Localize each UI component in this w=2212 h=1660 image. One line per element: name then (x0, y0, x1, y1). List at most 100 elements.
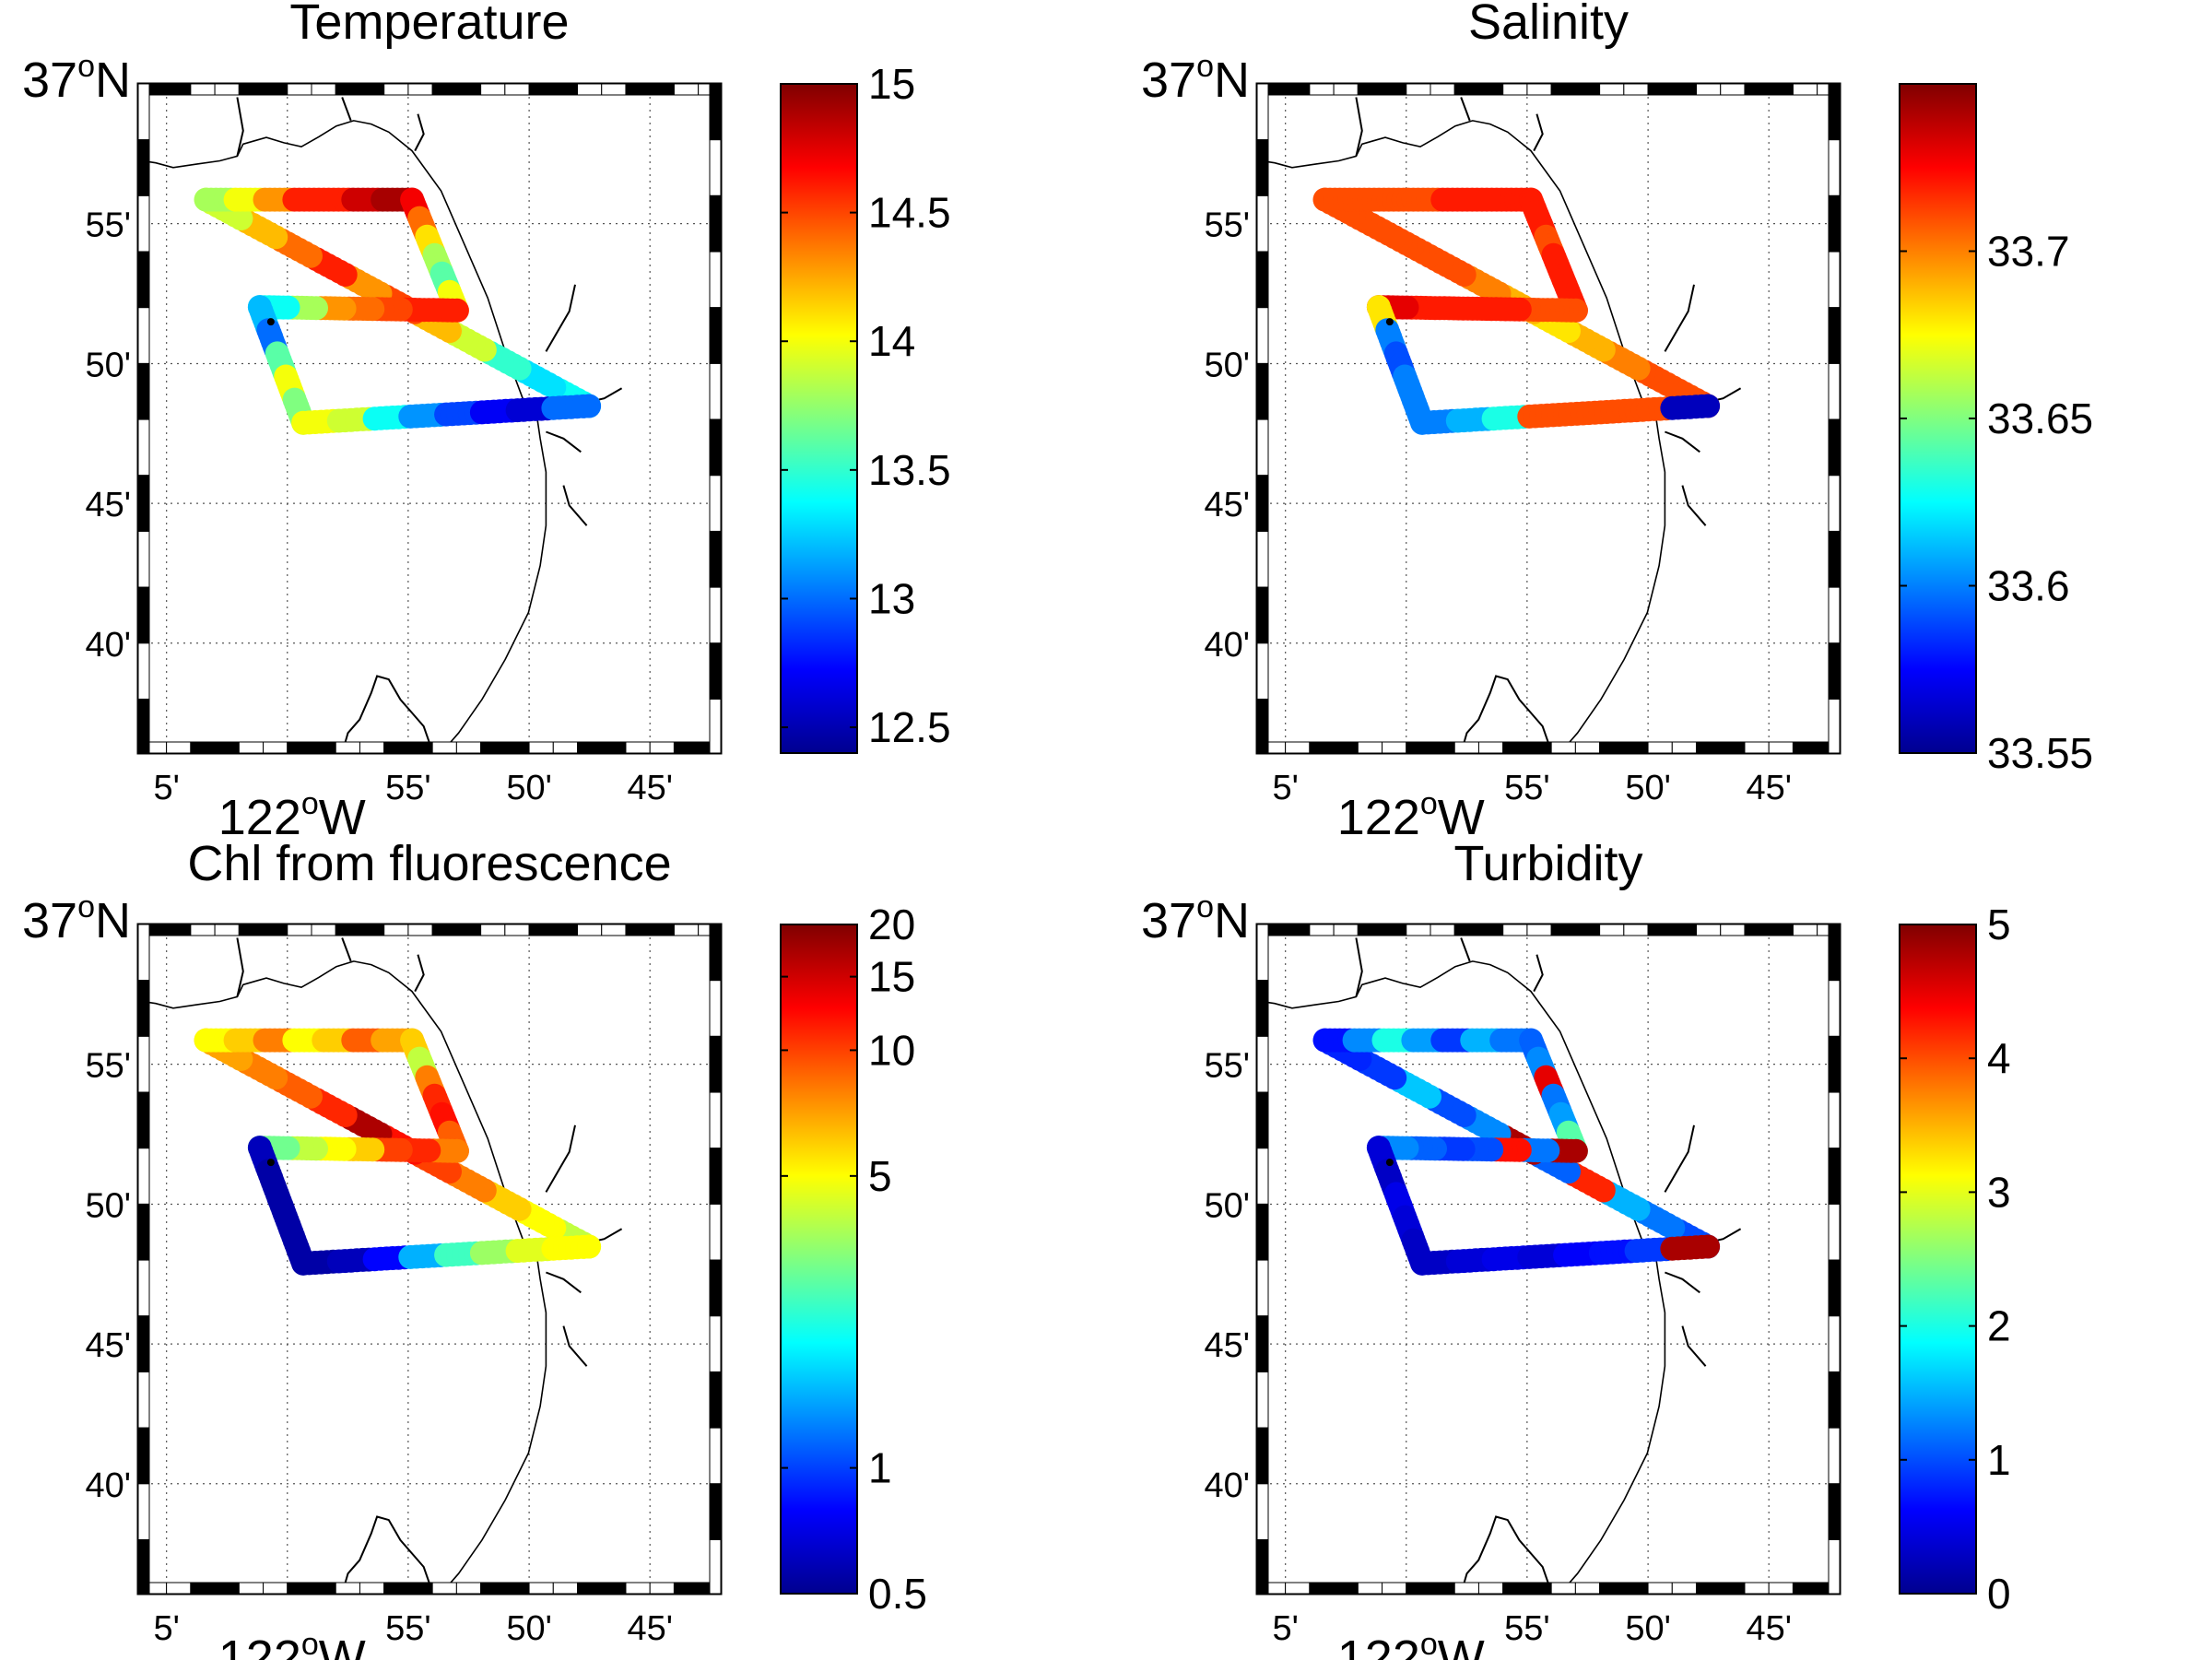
lat-degrees: 37 (22, 53, 77, 108)
frame-band (1792, 83, 1818, 96)
frame-band (1828, 1315, 1841, 1372)
coastline (545, 1124, 576, 1193)
frame-band (137, 139, 150, 196)
frame-band (1574, 83, 1601, 96)
frame-band (137, 699, 150, 754)
frame-band (1828, 83, 1841, 141)
frame-band (1256, 1483, 1269, 1541)
colorbar-tick-label: 0 (1987, 1570, 2011, 1618)
frame-band (552, 1582, 579, 1595)
coastline (1256, 960, 1657, 1260)
frame-band (709, 139, 722, 196)
frame-band (528, 741, 554, 754)
frame-band (1382, 1582, 1407, 1595)
frame-band (1828, 418, 1841, 477)
frame-band (1357, 924, 1383, 936)
lon-degrees: 122 (1337, 1631, 1420, 1660)
frame-band (1828, 307, 1841, 364)
frame-band (359, 1582, 385, 1595)
frame-band (601, 924, 627, 936)
start-marker (1385, 318, 1394, 326)
colorbar-tick-label: 5 (868, 1152, 892, 1200)
colorbar-tick-label: 14.5 (868, 189, 951, 237)
frame-band (1828, 1091, 1841, 1149)
frame-band (1647, 741, 1673, 754)
frame-band (709, 362, 722, 420)
frame-band (137, 1148, 150, 1205)
frame-band (431, 1582, 457, 1595)
frame-band (1256, 362, 1269, 420)
lat-label-major: 37oN (22, 49, 131, 108)
coastline (1665, 1271, 1700, 1294)
lat-label: 45' (1204, 1326, 1250, 1365)
frame-band (709, 980, 722, 1037)
lat-label-major: 37oN (1141, 889, 1250, 948)
frame-band (137, 418, 150, 477)
frame-band (1828, 530, 1841, 588)
colorbar (1899, 83, 1977, 754)
frame-band (1647, 924, 1673, 936)
frame-band (709, 251, 722, 309)
frame-band (1599, 924, 1625, 936)
frame-band (625, 924, 651, 936)
frame-band (263, 924, 288, 936)
frame-band (601, 741, 627, 754)
frame-band (1453, 83, 1479, 96)
lat-label: 40' (85, 1466, 131, 1505)
frame-band (1256, 1371, 1269, 1429)
lat-label: 55' (1204, 1047, 1250, 1086)
frame-band (1256, 418, 1269, 477)
hemisphere: N (1214, 53, 1250, 108)
frame-band (214, 1582, 240, 1595)
data-point (577, 394, 602, 418)
frame-band (1599, 1582, 1625, 1595)
frame-band (287, 1582, 312, 1595)
frame-band (1285, 1582, 1311, 1595)
frame-band (1382, 924, 1407, 936)
lat-label-major: 37oN (1141, 49, 1250, 108)
lon-label: 50' (1625, 769, 1671, 807)
coastline (1664, 1124, 1695, 1193)
frame-band (214, 83, 240, 96)
frame-band (709, 1091, 722, 1149)
colorbar-tick-label: 5 (1987, 901, 2011, 948)
coastline (341, 97, 352, 122)
frame-band (1828, 1483, 1841, 1541)
coastline (1559, 1258, 1666, 1595)
frame-band (1256, 530, 1269, 588)
colorbar-tick-label: 12.5 (868, 703, 951, 751)
frame-band (1256, 1315, 1269, 1372)
frame-band (709, 307, 722, 364)
colorbar-tick-label: 33.55 (1987, 729, 2093, 777)
frame-band (137, 1371, 150, 1429)
frame-band (431, 741, 457, 754)
frame-band (709, 475, 722, 532)
frame-band (1333, 83, 1359, 96)
frame-band (1382, 741, 1407, 754)
colorbar-tick-label: 0.5 (868, 1570, 927, 1618)
panel-title: Chl from fluorescence (187, 836, 671, 891)
frame-band (1382, 83, 1407, 96)
frame-band (1502, 924, 1528, 936)
frame-band (1256, 1203, 1269, 1261)
frame-band (335, 1582, 360, 1595)
frame-band (166, 741, 192, 754)
frame-band (407, 83, 433, 96)
lat-label: 45' (85, 1326, 131, 1365)
frame-band (1828, 980, 1841, 1037)
lon-label: 45' (1746, 769, 1792, 807)
hemisphere: N (1214, 893, 1250, 948)
colorbar-tick-label: 33.65 (1987, 394, 2093, 442)
frame-band (1357, 1582, 1383, 1595)
lat-label-major: 37oN (22, 889, 131, 948)
coastline (546, 430, 582, 453)
frame-band (1256, 1539, 1269, 1595)
lat-label: 50' (85, 346, 131, 384)
frame-band (709, 1148, 722, 1205)
frame-band (504, 924, 530, 936)
frame-band (601, 1582, 627, 1595)
frame-band (1430, 741, 1455, 754)
frame-band (190, 1582, 216, 1595)
